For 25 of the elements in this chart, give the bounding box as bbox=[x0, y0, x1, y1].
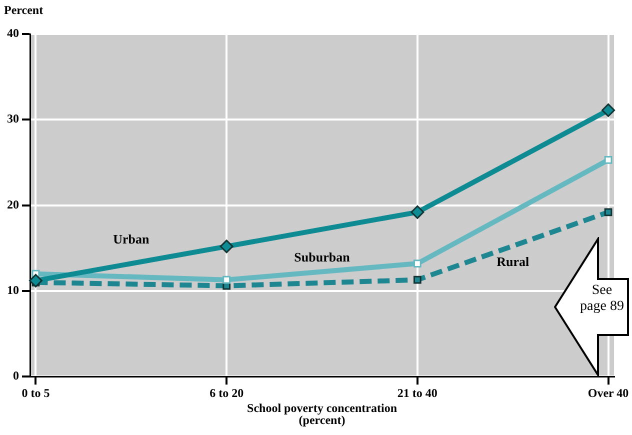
x-tick-label: 0 to 5 bbox=[22, 386, 50, 400]
y-tick-label: 10 bbox=[7, 283, 19, 298]
x-tick-label: 21 to 40 bbox=[397, 386, 438, 400]
point bbox=[602, 103, 616, 117]
point bbox=[220, 240, 234, 254]
x-tick-label: Over 40 bbox=[588, 386, 629, 400]
annotation: See page 89 bbox=[579, 283, 625, 315]
point bbox=[413, 276, 422, 284]
y-tick-label: 40 bbox=[7, 26, 19, 40]
point bbox=[410, 205, 424, 219]
x-tick-label: 6 to 20 bbox=[210, 386, 244, 400]
point bbox=[28, 274, 42, 288]
point bbox=[604, 156, 612, 164]
y-axis-title: Percent bbox=[4, 3, 44, 17]
point bbox=[413, 260, 422, 268]
series-label: Suburban bbox=[294, 250, 351, 265]
y-tick-label: 30 bbox=[7, 112, 19, 126]
point bbox=[604, 208, 612, 216]
arrow-callout: See page 89 bbox=[554, 237, 630, 377]
y-tick-label: 0 bbox=[13, 368, 19, 383]
x-axis-title: School poverty concentration (percent) bbox=[247, 401, 398, 428]
point bbox=[222, 276, 231, 284]
series-label: Rural bbox=[496, 254, 530, 269]
y-tick-label: 20 bbox=[7, 197, 19, 212]
series-label: Urban bbox=[113, 232, 150, 247]
